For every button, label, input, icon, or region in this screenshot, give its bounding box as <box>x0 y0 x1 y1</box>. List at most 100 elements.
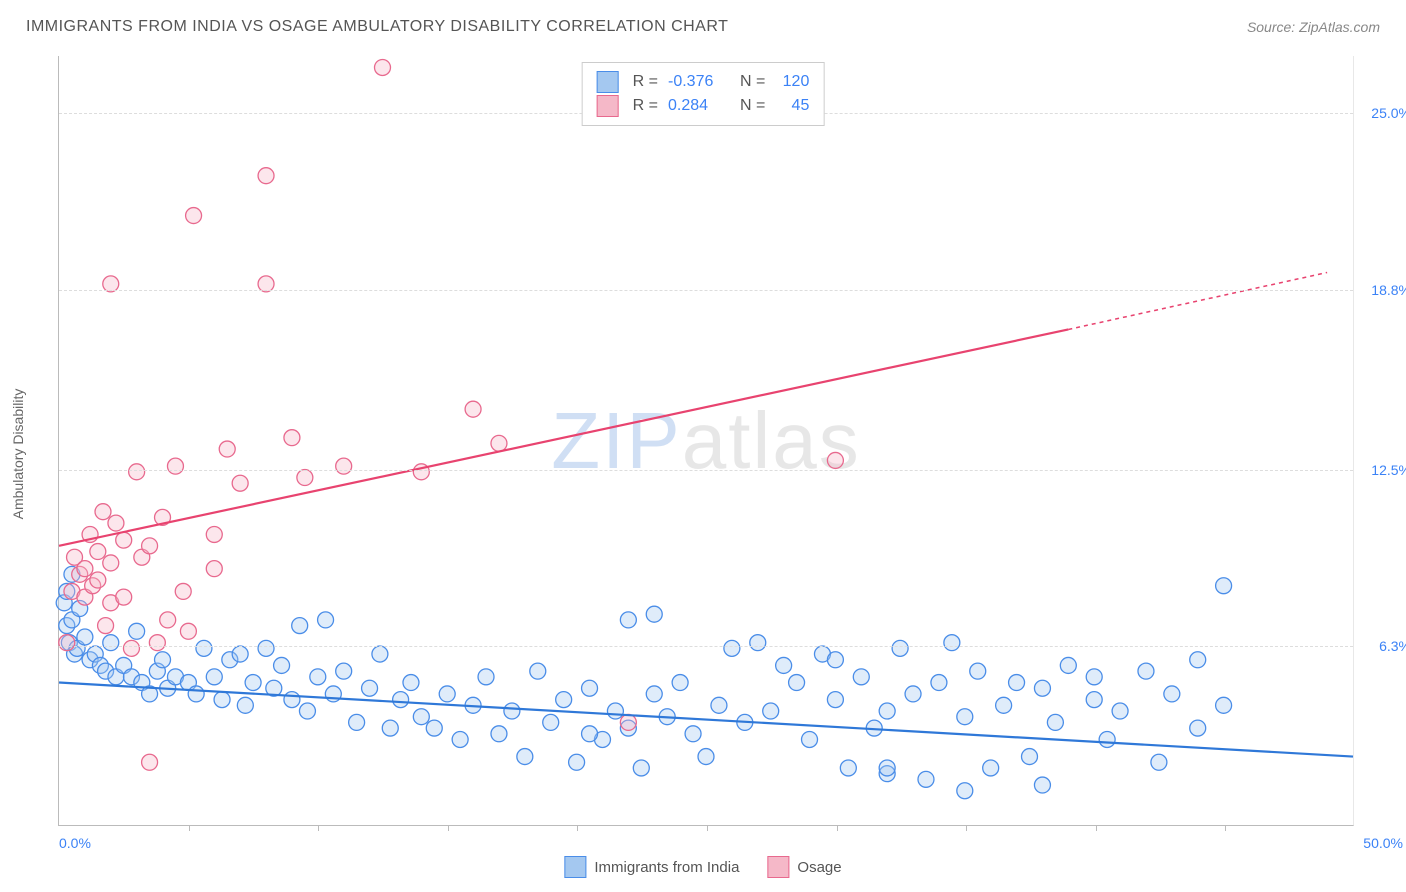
x-tick-right: 50.0% <box>1363 835 1403 851</box>
india-point <box>214 692 230 708</box>
india-point <box>763 703 779 719</box>
india-point <box>372 646 388 662</box>
india-point <box>196 640 212 656</box>
osage-point <box>219 441 235 457</box>
india-point <box>931 675 947 691</box>
india-point <box>530 663 546 679</box>
x-tick-left: 0.0% <box>59 835 91 851</box>
india-point <box>1034 680 1050 696</box>
india-point <box>1216 697 1232 713</box>
india-point <box>724 640 740 656</box>
india-point <box>776 657 792 673</box>
india-point <box>1138 663 1154 679</box>
india-point <box>892 640 908 656</box>
india-point <box>905 686 921 702</box>
osage-point <box>108 515 124 531</box>
y-tick-label: 18.8% <box>1361 282 1406 298</box>
india-point <box>556 692 572 708</box>
india-point <box>299 703 315 719</box>
osage-point <box>149 635 165 651</box>
india-point <box>491 726 507 742</box>
india-point <box>944 635 960 651</box>
india-point <box>1216 578 1232 594</box>
india-point <box>620 612 636 628</box>
osage-point <box>375 59 391 75</box>
osage-point <box>160 612 176 628</box>
india-point <box>517 749 533 765</box>
india-point <box>77 629 93 645</box>
osage-point <box>258 168 274 184</box>
india-point <box>607 703 623 719</box>
bottom-legend-india: Immigrants from India <box>564 856 739 878</box>
scatter-plot <box>59 56 1353 825</box>
india-point <box>129 623 145 639</box>
india-point <box>393 692 409 708</box>
osage-point <box>232 475 248 491</box>
india-point <box>1009 675 1025 691</box>
india-point <box>232 646 248 662</box>
osage-point <box>116 532 132 548</box>
india-point <box>918 771 934 787</box>
india-point <box>957 709 973 725</box>
india-point <box>789 675 805 691</box>
india-point <box>633 760 649 776</box>
india-point <box>840 760 856 776</box>
india-point <box>957 783 973 799</box>
india-point <box>802 731 818 747</box>
osage-point <box>129 464 145 480</box>
osage-trendline <box>59 329 1068 545</box>
india-point <box>258 640 274 656</box>
india-point <box>478 669 494 685</box>
legend-swatch-icon <box>564 856 586 878</box>
legend-row-india: R =-0.376N =120 <box>597 71 810 93</box>
india-point <box>382 720 398 736</box>
india-point <box>362 680 378 696</box>
legend-swatch-icon <box>597 71 619 93</box>
osage-point <box>103 555 119 571</box>
india-point <box>1086 669 1102 685</box>
osage-point <box>90 572 106 588</box>
osage-point <box>59 635 75 651</box>
legend-label: Osage <box>797 859 841 876</box>
osage-point <box>491 435 507 451</box>
india-point <box>1099 731 1115 747</box>
india-point <box>983 760 999 776</box>
india-point <box>970 663 986 679</box>
india-point <box>245 675 261 691</box>
osage-point <box>827 452 843 468</box>
india-point <box>1086 692 1102 708</box>
india-point <box>1151 754 1167 770</box>
india-point <box>672 675 688 691</box>
osage-point <box>95 504 111 520</box>
legend-row-osage: R =0.284N =45 <box>597 95 810 117</box>
series-legend: Immigrants from India Osage <box>564 856 841 878</box>
osage-point <box>142 754 158 770</box>
india-point <box>504 703 520 719</box>
bottom-legend-osage: Osage <box>767 856 841 878</box>
osage-point <box>284 430 300 446</box>
correlation-legend: R =-0.376N =120R =0.284N =45 <box>582 62 825 126</box>
india-point <box>336 663 352 679</box>
india-point <box>292 618 308 634</box>
chart-area: ZIPatlas 6.3%12.5%18.8%25.0%0.0%50.0% <box>58 56 1354 826</box>
osage-point <box>116 589 132 605</box>
osage-point <box>142 538 158 554</box>
india-point <box>646 686 662 702</box>
legend-label: Immigrants from India <box>594 859 739 876</box>
osage-point <box>98 618 114 634</box>
india-point <box>206 669 222 685</box>
india-point <box>569 754 585 770</box>
osage-point <box>175 583 191 599</box>
osage-point <box>206 526 222 542</box>
osage-point <box>186 208 202 224</box>
india-point <box>413 709 429 725</box>
india-point <box>274 657 290 673</box>
india-point <box>284 692 300 708</box>
india-point <box>646 606 662 622</box>
india-point <box>543 714 559 730</box>
osage-point <box>620 714 636 730</box>
y-axis-label: Ambulatory Disability <box>10 389 26 520</box>
india-point <box>237 697 253 713</box>
osage-point <box>167 458 183 474</box>
india-point <box>155 652 171 668</box>
